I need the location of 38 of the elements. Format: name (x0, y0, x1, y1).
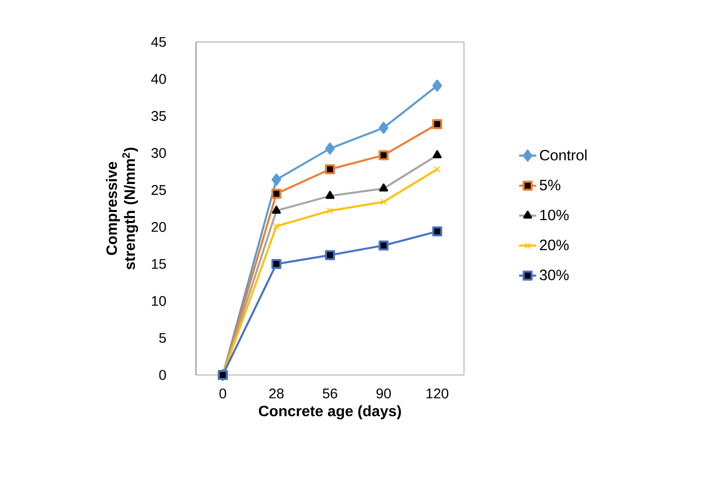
y-tick-label: 0 (159, 370, 166, 380)
y-axis-title: Compressive strength (N/mm$^{2}$) (106, 148, 138, 270)
y-tick-label: 40 (151, 74, 166, 84)
legend-label: 10% (540, 210, 569, 220)
y-tick-label: 10 (152, 296, 166, 306)
y-tick-label: 20 (152, 222, 166, 232)
x-axis-title: Concrete age (days) (258, 405, 401, 420)
point (325, 164, 335, 174)
point (325, 250, 335, 260)
point (378, 240, 389, 250)
point (325, 142, 335, 155)
point (271, 258, 282, 269)
point (378, 122, 388, 134)
legend-label: 5% (540, 180, 560, 190)
y-tick-label: 35 (151, 111, 166, 121)
point (432, 119, 442, 130)
legend-label: 30% (540, 270, 569, 280)
point (272, 174, 282, 186)
y-tick-label: 25 (152, 185, 166, 195)
legend-label: 20% (540, 240, 569, 250)
point (432, 80, 442, 92)
x-tick-label: 0 (219, 388, 226, 398)
point (434, 166, 441, 173)
point (378, 150, 389, 160)
legend-label: Control (540, 149, 587, 160)
y-tick-label: 15 (152, 259, 166, 269)
point (380, 198, 387, 206)
x-tick-label: 120 (426, 388, 448, 398)
point (273, 222, 280, 230)
x-tick-label: 28 (269, 388, 284, 398)
y-tick-label: 45 (151, 37, 166, 47)
point (326, 207, 334, 214)
y-tick-label: 5 (159, 333, 166, 343)
point (432, 226, 442, 236)
x-tick-label: 90 (376, 388, 391, 398)
y-tick-label: 30 (151, 148, 166, 158)
x-tick-label: 56 (322, 388, 338, 398)
point (271, 188, 282, 199)
